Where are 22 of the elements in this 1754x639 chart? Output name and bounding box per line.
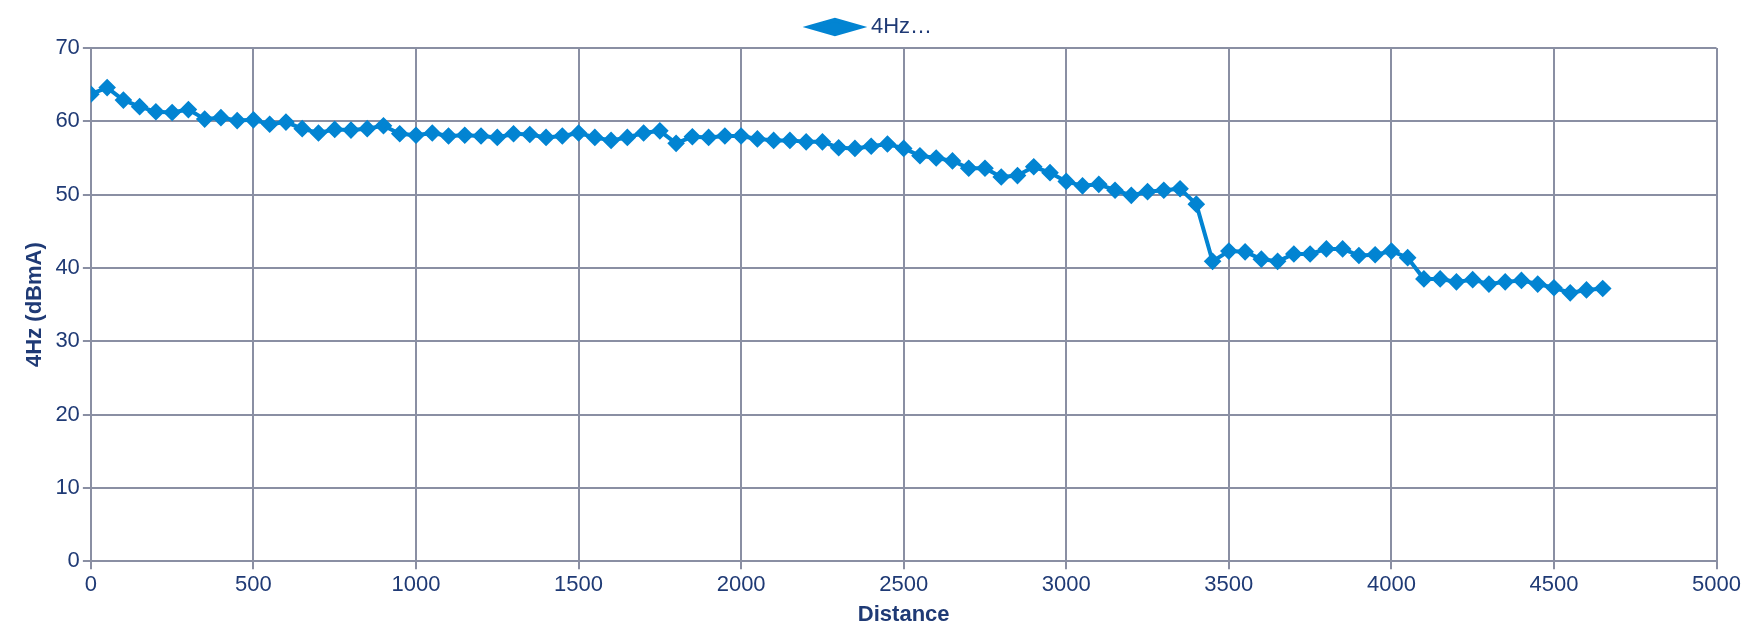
x-tick-label: 4500 <box>1529 571 1579 597</box>
x-tick-label: 2500 <box>879 571 929 597</box>
y-tick-label: 70 <box>55 34 80 60</box>
x-tick-label: 4000 <box>1366 571 1416 597</box>
y-tick-label: 60 <box>55 107 80 133</box>
x-tick-label: 0 <box>84 571 97 597</box>
x-tick-label: 500 <box>235 571 272 597</box>
x-tick-label: 1000 <box>391 571 441 597</box>
x-tick-label: 1500 <box>554 571 604 597</box>
x-tick-label: 3000 <box>1041 571 1091 597</box>
y-tick-label: 40 <box>55 254 80 280</box>
y-tick-label: 30 <box>55 327 80 353</box>
y-tick-label: 20 <box>55 400 80 426</box>
y-axis-title: 4Hz (dBmA) <box>21 242 47 367</box>
x-axis-title: Distance <box>857 600 950 626</box>
x-tick-label: 5000 <box>1692 571 1742 597</box>
legend-label: 4Hz… <box>870 13 933 39</box>
x-tick-label: 2000 <box>716 571 766 597</box>
y-tick-label: 0 <box>67 547 80 573</box>
y-tick-label: 10 <box>55 473 80 499</box>
y-tick-label: 50 <box>55 180 80 206</box>
x-tick-label: 3500 <box>1204 571 1254 597</box>
